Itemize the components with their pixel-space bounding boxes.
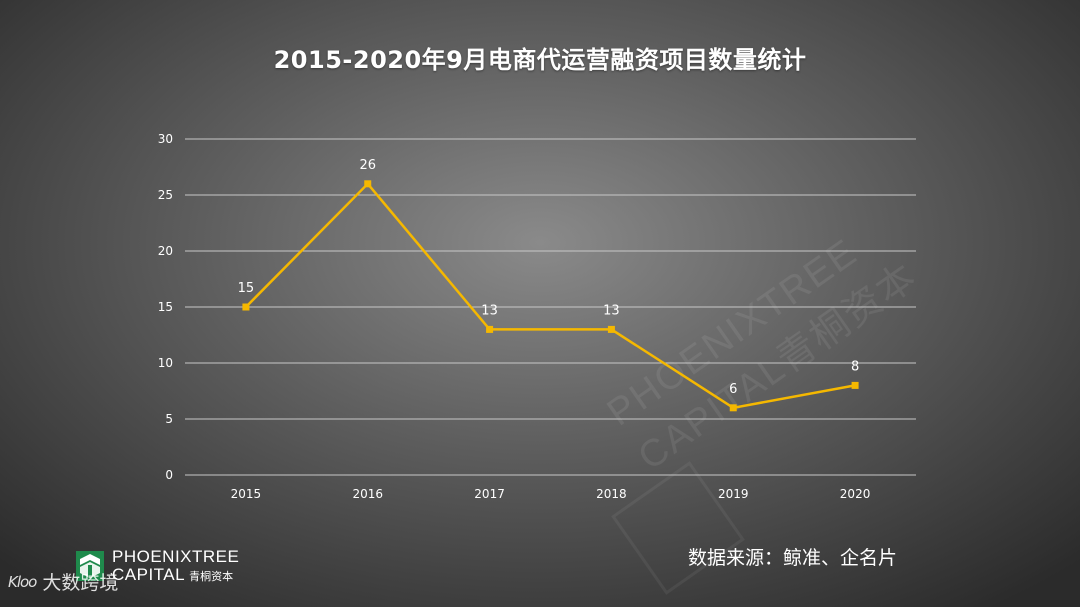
logo-name-line1: PHOENIXTREE [112,547,240,566]
x-tick-label-2018: 2018 [596,487,627,501]
y-tick-label-20: 20 [158,244,173,258]
data-source: 数据来源：鲸准、企名片 [688,547,898,569]
x-tick-label-2015: 2015 [231,487,262,501]
y-axis-ticks: 0 5 10 15 20 25 30 [158,132,173,482]
data-label-2020: 8 [851,359,859,374]
data-label-2018: 13 [603,303,620,318]
site-watermark-mark: Kloo [8,572,37,591]
data-labels: 15 26 13 13 6 8 [238,158,860,397]
x-tick-label-2019: 2019 [718,487,749,501]
data-label-2016: 26 [359,158,376,173]
data-point-2017 [486,325,494,333]
chart-title: 2015-2020年9月电商代运营融资项目数量统计 [273,46,807,74]
logo-name-cn: 青桐资本 [189,570,234,583]
y-tick-label-0: 0 [165,468,173,482]
site-watermark-text: 大数跨境 [42,572,119,594]
x-tick-label-2020: 2020 [840,487,871,501]
x-tick-label-2017: 2017 [474,487,505,501]
y-tick-label-15: 15 [158,300,173,314]
data-label-2015: 15 [238,281,255,296]
series-group [242,180,859,412]
grid-lines [185,138,916,476]
data-point-2016 [364,180,372,188]
y-tick-label-10: 10 [158,356,173,370]
data-point-2020 [851,381,859,389]
y-tick-label-30: 30 [158,132,173,146]
series-line-0 [245,181,856,410]
x-axis-ticks: 2015 2016 2017 2018 2019 2020 [231,487,871,501]
y-tick-label-25: 25 [158,188,173,202]
x-tick-label-2016: 2016 [352,487,383,501]
data-point-2018 [607,325,615,333]
phoenixtree-logo-icon [76,550,104,581]
phoenixtree-logo: PHOENIXTREE CAPITAL 青桐资本 [76,548,239,583]
site-watermark: Kloo 大数跨境 [8,568,118,595]
data-label-2019: 6 [729,382,737,397]
phoenixtree-logo-text: PHOENIXTREE CAPITAL 青桐资本 [112,548,239,583]
logo-name-line2: CAPITAL [112,565,186,584]
y-tick-label-5: 5 [165,412,173,426]
data-point-2015 [242,303,250,311]
data-point-2019 [729,404,737,412]
data-label-2017: 13 [481,303,498,318]
